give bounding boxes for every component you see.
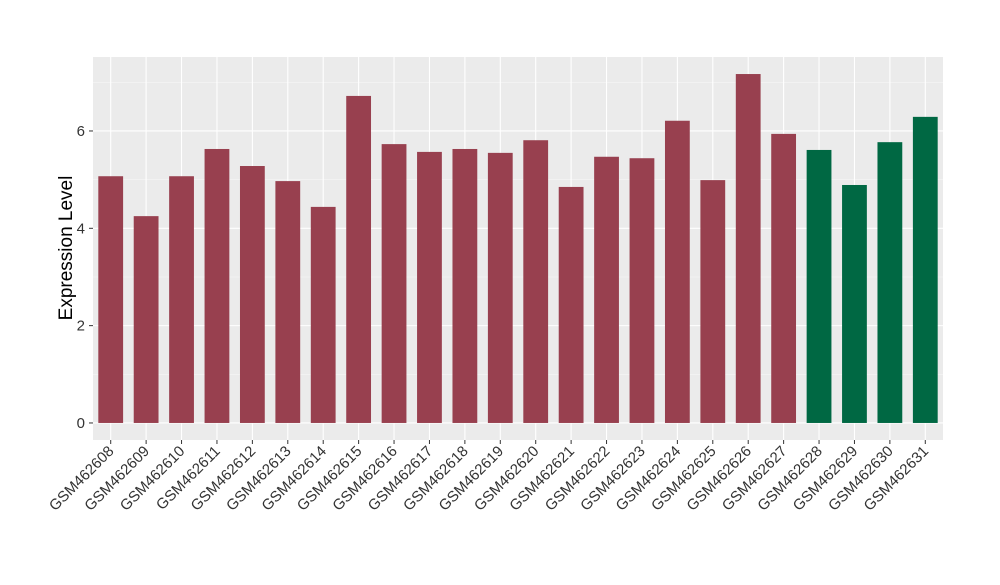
bar	[417, 151, 442, 423]
bar	[594, 156, 619, 423]
bar	[133, 216, 159, 423]
y-tick-label: 2	[77, 318, 85, 335]
bar	[169, 176, 194, 423]
bar	[523, 140, 549, 423]
bar	[629, 158, 655, 423]
bar	[842, 184, 867, 423]
bar	[381, 144, 407, 423]
y-axis-label: Expression Level	[56, 176, 77, 321]
bar	[735, 74, 761, 423]
bar	[912, 116, 938, 423]
panel	[93, 57, 943, 440]
bar	[487, 152, 513, 423]
y-tick-label: 6	[77, 123, 85, 140]
bar	[204, 148, 230, 423]
bar	[239, 166, 265, 423]
y-tick-label: 4	[77, 220, 85, 237]
bar	[310, 206, 336, 423]
bar	[664, 120, 690, 423]
y-tick-label: 0	[77, 415, 85, 432]
bar	[346, 95, 372, 423]
bar	[275, 181, 301, 423]
bar	[98, 176, 124, 423]
bar	[877, 142, 903, 423]
bar	[700, 180, 726, 423]
bar	[452, 148, 478, 423]
bar	[558, 186, 584, 423]
bar	[806, 149, 832, 423]
bar	[771, 133, 797, 423]
